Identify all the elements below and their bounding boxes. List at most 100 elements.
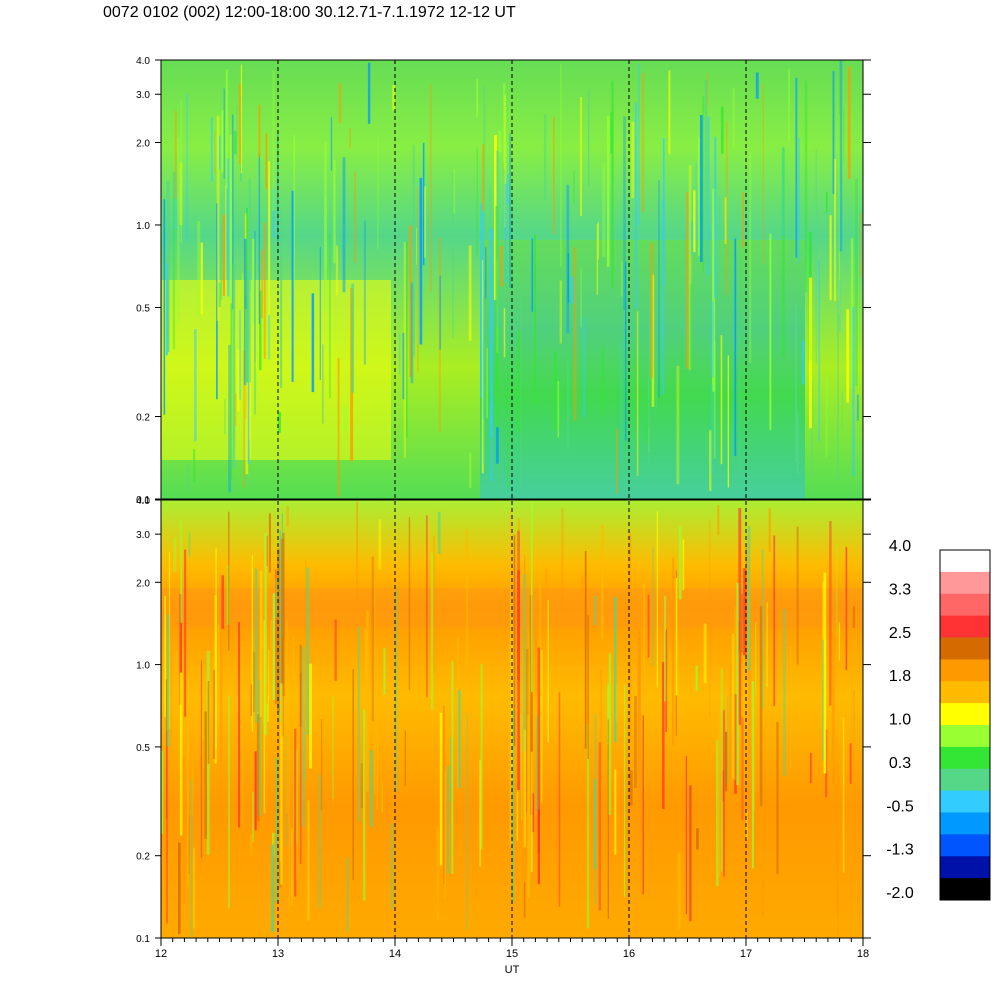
heatmap-streak (254, 751, 257, 831)
heatmap-streak (798, 137, 800, 264)
heatmap-streak (598, 742, 602, 911)
heatmap-streak (725, 121, 728, 295)
heatmap-streak (711, 301, 714, 377)
heatmap-streak (374, 579, 376, 795)
heatmap-streak (616, 428, 618, 494)
heatmap-streak (825, 729, 828, 798)
heatmap-streak (243, 350, 246, 488)
heatmap-streak (453, 169, 456, 214)
colorbar-frame (939, 549, 991, 901)
heatmap-streak (358, 626, 360, 822)
heatmap-streak (402, 332, 405, 400)
heatmap-streak (554, 351, 557, 431)
heatmap-streak (855, 178, 858, 386)
colorbar-label: 1.8 (889, 668, 911, 685)
heatmap-streak (834, 159, 836, 301)
heatmap-streak (376, 648, 379, 810)
heatmap-streak (228, 511, 230, 651)
heatmap-streak (704, 79, 708, 284)
colorbar: 4.0 3.3 2.5 1.8 1.0 0.3 -0.5 -1.3 -2.0 (886, 538, 991, 902)
heatmap-streak (338, 83, 342, 123)
heatmap-streak (506, 174, 509, 205)
heatmap-streak (307, 800, 310, 921)
heatmap-streak (191, 753, 194, 816)
y-tick-label: 0.1 (136, 934, 150, 945)
upper-y-axis: 0.1 0.2 0.5 1.0 2.0 3.0 4.0 (136, 56, 871, 506)
heatmap-streak (166, 614, 170, 747)
heatmap-streak (267, 695, 269, 722)
heatmap-streak (218, 282, 221, 307)
heatmap-streak (252, 791, 254, 843)
colorbar-label: 1.0 (889, 712, 911, 729)
x-tick-label: 13 (272, 948, 284, 960)
heatmap-streak (696, 828, 699, 850)
heatmap-streak (521, 714, 523, 821)
heatmap-streak (378, 519, 382, 570)
heatmap-streak (178, 842, 181, 935)
heatmap-streak (523, 730, 526, 848)
heatmap-streak (523, 574, 527, 752)
heatmap-streak (573, 170, 575, 205)
heatmap-streak (457, 638, 460, 787)
heatmap-streak (179, 594, 182, 705)
heatmap-streak (596, 223, 598, 295)
heatmap-streak (227, 158, 230, 297)
heatmap-streak (241, 272, 244, 391)
heatmap-streak (306, 567, 310, 735)
heatmap-streak (304, 732, 306, 781)
heatmap-streak (483, 86, 486, 280)
heatmap-streak (479, 759, 481, 867)
heatmap-streak (690, 284, 692, 373)
heatmap-streak (536, 715, 539, 812)
heatmap-streak (266, 535, 268, 567)
heatmap-streak (253, 651, 256, 712)
heatmap-streak (352, 669, 354, 880)
heatmap-streak (809, 277, 812, 429)
x-tick-label: 16 (623, 948, 635, 960)
heatmap-streak (259, 290, 262, 371)
heatmap-streak (234, 131, 237, 155)
y-tick-label: 0.5 (136, 303, 150, 314)
heatmap-streak (250, 684, 253, 717)
colorbar-swatch (940, 703, 990, 726)
heatmap-streak (689, 785, 692, 922)
colorbar-label: 4.0 (889, 538, 911, 555)
heatmap-streak (746, 810, 748, 840)
heatmap-streak (280, 683, 283, 885)
y-tick-label: 1.0 (136, 221, 150, 232)
heatmap-streak (637, 628, 640, 812)
heatmap-streak (392, 85, 395, 111)
heatmap-streak (184, 549, 187, 717)
heatmap-streak (509, 638, 512, 846)
heatmap-streak (503, 308, 506, 358)
heatmap-streak (788, 68, 790, 142)
heatmap-streak (743, 568, 747, 656)
heatmap-streak (371, 556, 375, 722)
heatmap-streak (656, 511, 658, 688)
heatmap-streak (629, 533, 632, 742)
y-tick-label: 0.2 (136, 413, 150, 424)
heatmap-streak (334, 619, 337, 681)
heatmap-streak (444, 771, 446, 899)
heatmap-streak (482, 144, 485, 211)
heatmap-streak (610, 112, 613, 154)
x-tick-label: 12 (155, 948, 167, 960)
heatmap-streak (655, 300, 657, 410)
heatmap-streak (251, 555, 253, 732)
heatmap-streak (295, 749, 298, 845)
heatmap-streak (170, 619, 172, 817)
heatmap-streak (600, 669, 602, 845)
heatmap-streak (682, 334, 683, 390)
heatmap-streak (531, 793, 535, 833)
heatmap-streak (223, 88, 225, 179)
x-tick-label: 15 (506, 948, 518, 960)
heatmap-streak (291, 190, 294, 382)
heatmap-streak (222, 214, 226, 296)
heatmap-streak (608, 653, 612, 815)
heatmap-streak (322, 344, 324, 424)
heatmap-streak (349, 128, 351, 149)
heatmap-streak (715, 740, 719, 886)
heatmap-streak (849, 743, 852, 784)
heatmap-streak (822, 581, 825, 681)
heatmap-streak (330, 117, 333, 171)
